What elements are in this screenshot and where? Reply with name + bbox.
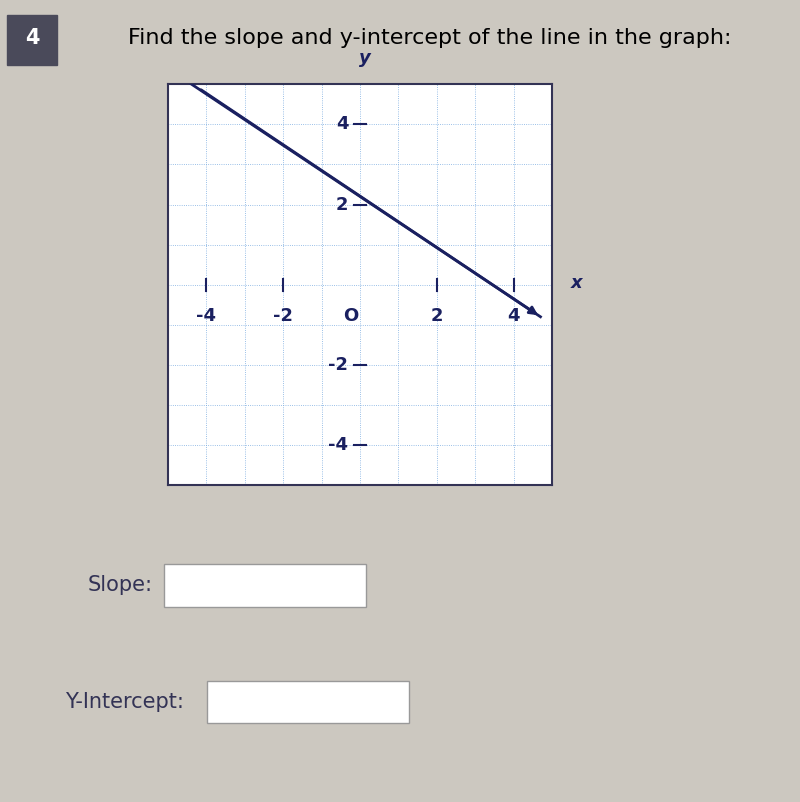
FancyBboxPatch shape (164, 565, 366, 606)
FancyBboxPatch shape (7, 15, 57, 65)
Text: y: y (358, 49, 370, 67)
Text: 4: 4 (336, 115, 349, 133)
Text: -2: -2 (329, 356, 349, 374)
Text: Y-Intercept:: Y-Intercept: (65, 692, 184, 711)
FancyBboxPatch shape (207, 681, 409, 723)
Text: 4: 4 (25, 28, 39, 48)
Text: -4: -4 (329, 436, 349, 454)
Text: -4: -4 (196, 307, 216, 325)
Text: Find the slope and y-intercept of the line in the graph:: Find the slope and y-intercept of the li… (128, 28, 732, 48)
Text: 2: 2 (336, 196, 349, 213)
Text: -2: -2 (273, 307, 293, 325)
Text: Slope:: Slope: (88, 576, 153, 595)
Text: x: x (571, 273, 582, 292)
Text: 2: 2 (430, 307, 443, 325)
Text: 4: 4 (507, 307, 520, 325)
Text: O: O (342, 307, 358, 325)
